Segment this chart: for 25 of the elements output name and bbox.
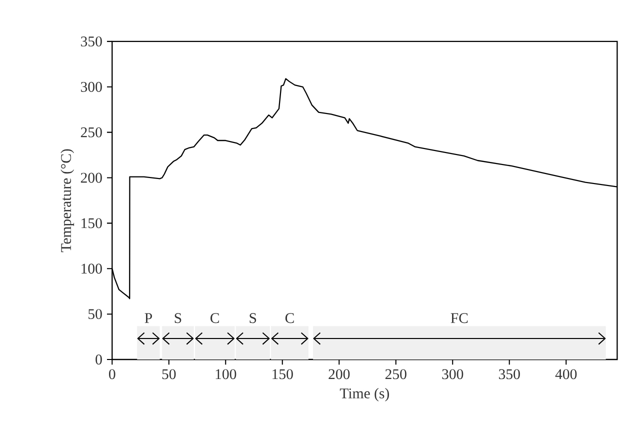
x-tick-label: 50 (162, 369, 176, 380)
y-tick-label: 0 (96, 354, 102, 364)
x-tick-label: 300 (442, 369, 464, 380)
x-tick-label: 250 (385, 369, 406, 380)
x-tick-label: 350 (498, 369, 520, 380)
x-tick-label: 100 (216, 369, 236, 380)
band-label: S (174, 313, 182, 324)
y-axis-title: Temperature (°C) (60, 149, 74, 252)
y-tick-label: 100 (82, 264, 102, 274)
y-tick-label: 250 (80, 127, 102, 138)
x-tick-label: 400 (555, 369, 577, 380)
x-axis-title: Time (s) (340, 388, 389, 402)
x-tick-label: 200 (328, 369, 350, 380)
y-tick-label: 150 (82, 218, 102, 228)
band-label: P (144, 313, 152, 323)
band-label: S (250, 313, 256, 324)
band-label: C (285, 313, 294, 324)
y-tick-label: 200 (80, 172, 102, 183)
band-label: C (210, 313, 219, 324)
x-tick-label: 150 (272, 369, 293, 380)
y-tick-label: 50 (88, 309, 102, 320)
y-tick-label: 350 (80, 36, 102, 46)
y-tick-label: 300 (80, 82, 102, 92)
band-label: FC (450, 313, 468, 324)
x-tick-label: 0 (109, 369, 116, 380)
